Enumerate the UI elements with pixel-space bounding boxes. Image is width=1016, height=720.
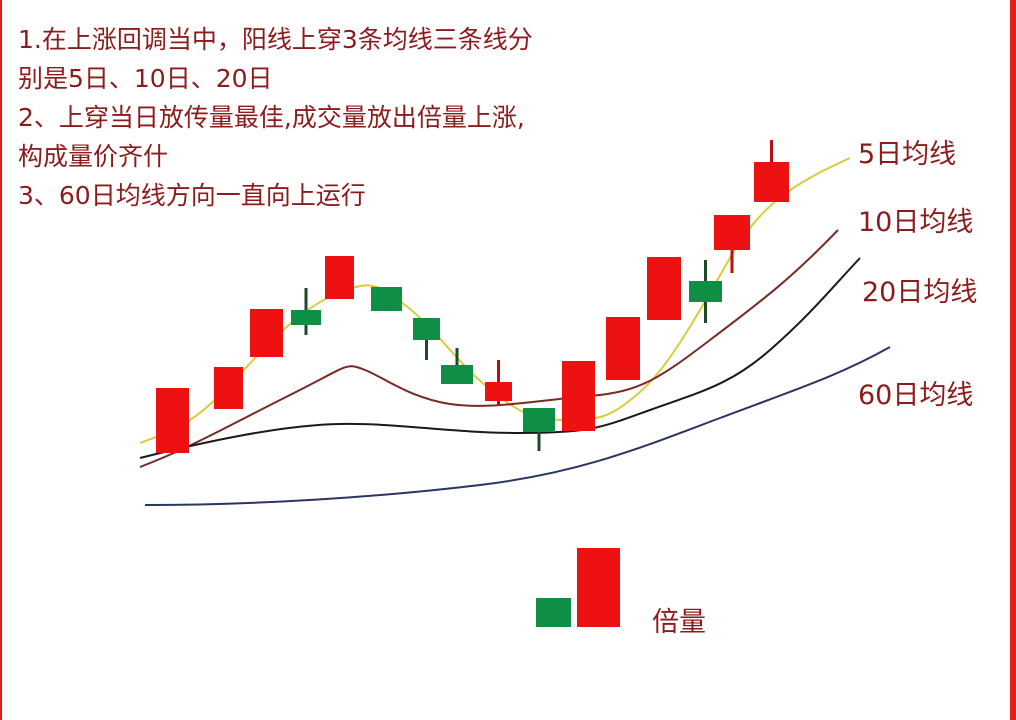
bullish-candle xyxy=(325,256,354,299)
bullish-candle xyxy=(485,382,512,401)
bullish-candle xyxy=(647,257,681,320)
note-line: 构成量价齐什 xyxy=(18,142,169,171)
ma5-label: 5日均线 xyxy=(858,139,957,170)
ma10-line xyxy=(139,229,839,468)
ma20-line xyxy=(139,257,861,459)
bullish-candle xyxy=(714,215,750,250)
bullish-candle xyxy=(214,367,243,409)
ma60-line xyxy=(144,346,891,506)
bearish-candle xyxy=(689,281,722,302)
ma20-label: 20日均线 xyxy=(862,277,978,308)
bullish-candle xyxy=(156,388,189,453)
note-line: 3、60日均线方向一直向上运行 xyxy=(18,181,366,210)
bearish-candle xyxy=(523,408,555,432)
bullish-candle xyxy=(754,162,789,202)
bearish-candle xyxy=(371,287,402,311)
note-line: 2、上穿当日放传量最佳,成交量放出倍量上涨, xyxy=(18,103,525,132)
note-line: 别是5日、10日、20日 xyxy=(18,64,273,93)
volume-bar xyxy=(536,598,571,627)
bullish-candle xyxy=(250,309,283,357)
volume-label: 倍量 xyxy=(652,607,706,638)
note-line: 1.在上涨回调当中，阳线上穿3条均线三条线分 xyxy=(18,25,533,54)
bullish-candle xyxy=(562,361,595,431)
bearish-candle xyxy=(413,318,440,340)
notes: 1.在上涨回调当中，阳线上穿3条均线三条线分 别是5日、10日、20日 2、上穿… xyxy=(18,20,533,215)
bearish-candle xyxy=(441,365,473,384)
bearish-candle xyxy=(291,310,321,325)
bullish-candle xyxy=(606,317,640,380)
ma10-label: 10日均线 xyxy=(858,207,974,238)
ma60-label: 60日均线 xyxy=(858,380,974,411)
volume-bar xyxy=(577,548,620,627)
